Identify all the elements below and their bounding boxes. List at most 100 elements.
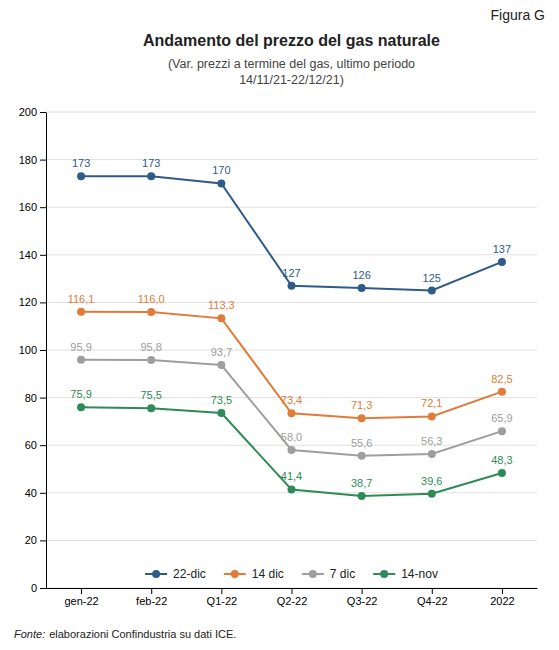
data-label: 125 (423, 272, 441, 284)
legend-marker (231, 570, 239, 578)
grid-line (46, 207, 537, 208)
legend-marker (380, 570, 388, 578)
x-tick-label: Q3-22 (347, 595, 378, 607)
legend-label: 14-nov (401, 567, 438, 581)
y-tick-label: 100 (19, 344, 37, 356)
legend-item: 14-nov (373, 567, 438, 581)
point (498, 469, 506, 477)
point (217, 361, 225, 369)
point (428, 490, 436, 498)
y-axis: 020406080100120140160180200 (19, 106, 47, 594)
point (288, 485, 296, 493)
data-label: 65,9 (491, 412, 512, 424)
data-label: 95,8 (141, 341, 162, 353)
point (77, 172, 85, 180)
data-label: 82,5 (491, 373, 512, 385)
legend-item: 7 dic (302, 567, 355, 581)
x-tick-mark (221, 588, 222, 594)
data-label: 39,6 (421, 475, 442, 487)
y-tick: 200 (19, 106, 46, 118)
point (288, 409, 296, 417)
legend-marker (309, 570, 317, 578)
y-tick-label: 160 (19, 201, 37, 213)
y-tick-mark (40, 398, 46, 399)
point (77, 356, 85, 364)
point (358, 284, 366, 292)
subtitle: (Var. prezzi a termine del gas, ultimo p… (168, 57, 415, 87)
data-label: 75,5 (141, 389, 162, 401)
legend-marker (152, 570, 160, 578)
y-tick-mark (40, 445, 46, 446)
y-tick-label: 140 (19, 249, 37, 261)
data-label: 72,1 (421, 397, 442, 409)
data-label: 126 (352, 269, 370, 281)
data-label: 48,3 (491, 454, 512, 466)
point (147, 356, 155, 364)
y-tick-label: 200 (19, 106, 37, 118)
x-tick: feb-22 (136, 588, 167, 607)
data-label: 41,4 (281, 470, 302, 482)
point (147, 404, 155, 412)
y-tick-label: 0 (31, 582, 37, 594)
y-tick-label: 80 (25, 392, 37, 404)
point (217, 314, 225, 322)
data-label: 116,1 (68, 293, 95, 305)
subtitle-line: 14/11/21-22/12/21) (239, 73, 344, 87)
y-tick: 160 (19, 201, 46, 213)
x-tick: Q3-22 (347, 588, 378, 607)
plot: 020406080100120140160180200gen-22feb-22Q… (19, 106, 538, 607)
y-tick: 40 (25, 487, 46, 499)
x-tick-mark (502, 588, 503, 594)
point (428, 287, 436, 295)
title: Andamento del prezzo del gas naturale (143, 32, 440, 49)
point (147, 172, 155, 180)
x-tick-label: feb-22 (136, 595, 167, 607)
x-tick-label: Q4-22 (417, 595, 448, 607)
data-label: 173 (72, 157, 90, 169)
data-label: 38,7 (351, 477, 372, 489)
data-label: 113,3 (208, 299, 235, 311)
y-tick-mark (40, 350, 46, 351)
series-line (81, 176, 502, 290)
data-label: 137 (493, 243, 511, 255)
y-tick: 120 (19, 296, 46, 308)
source-label: Fonte: (14, 628, 45, 640)
chart: Figura GAndamento del prezzo del gas nat… (0, 0, 559, 650)
y-tick-mark (40, 255, 46, 256)
point (147, 308, 155, 316)
point (358, 414, 366, 422)
point (288, 446, 296, 454)
data-label: 71,3 (351, 399, 372, 411)
y-tick-label: 20 (25, 534, 37, 546)
y-tick: 100 (19, 344, 46, 356)
grid-line (46, 112, 537, 113)
x-tick-label: Q2-22 (277, 595, 308, 607)
x-tick-mark (292, 588, 293, 594)
x-tick-label: gen-22 (64, 595, 98, 607)
data-label: 173 (142, 157, 160, 169)
y-tick-mark (40, 540, 46, 541)
x-tick: Q1-22 (207, 588, 238, 607)
y-tick-mark (40, 112, 46, 113)
x-tick-mark (432, 588, 433, 594)
grid-line (46, 159, 537, 160)
legend-label: 14 dic (252, 567, 284, 581)
point (428, 412, 436, 420)
series (77, 172, 506, 294)
data-label: 55,6 (351, 437, 372, 449)
x-tick: 2022 (490, 588, 514, 607)
grid-line (46, 254, 537, 255)
data-label: 58,0 (281, 431, 302, 443)
data-label: 127 (282, 267, 300, 279)
data-label: 73,4 (281, 394, 302, 406)
y-tick-mark (40, 588, 46, 589)
marks (77, 172, 506, 500)
grid (46, 112, 537, 588)
y-axis-line (46, 113, 47, 589)
y-tick-mark (40, 207, 46, 208)
x-axis: gen-22 feb-22 Q1-22 Q2-22 Q3-22 Q4-22 2022 (47, 588, 538, 607)
legend-label: 22-dic (173, 567, 206, 581)
y-tick-mark (40, 302, 46, 303)
series-line (81, 312, 502, 419)
legend-label: 7 dic (330, 567, 355, 581)
